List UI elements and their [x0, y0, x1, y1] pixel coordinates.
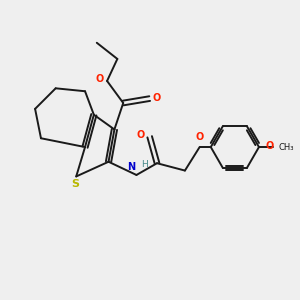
Text: H: H — [141, 160, 148, 169]
Text: CH₃: CH₃ — [279, 142, 294, 152]
Text: O: O — [152, 93, 160, 103]
Text: S: S — [71, 179, 79, 189]
Text: N: N — [127, 162, 135, 172]
Text: O: O — [136, 130, 144, 140]
Text: O: O — [196, 132, 204, 142]
Text: O: O — [95, 74, 104, 85]
Text: O: O — [266, 142, 274, 152]
